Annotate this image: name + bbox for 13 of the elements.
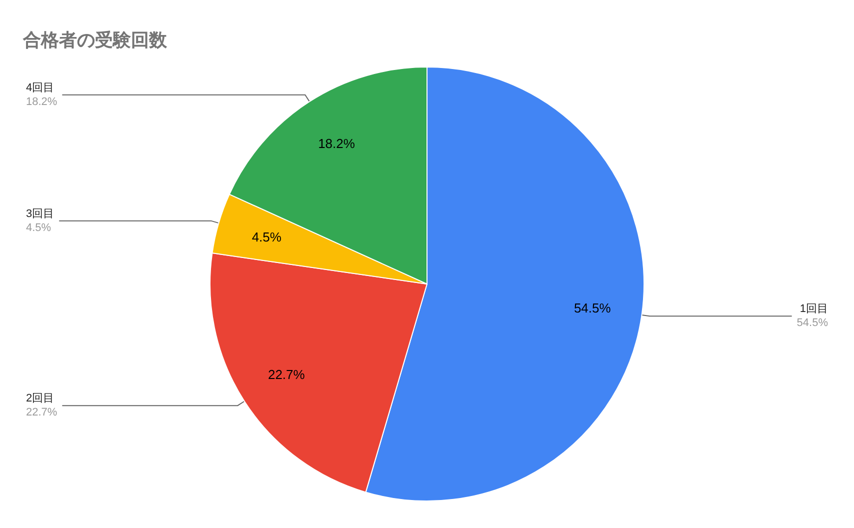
slice-label: 1回目: [800, 303, 828, 316]
text: 18.2%: [318, 136, 355, 152]
slice-label: 4回目: [26, 82, 54, 94]
data-label: 4.5%: [26, 222, 52, 234]
text: 4.5%: [252, 230, 282, 245]
chart-title: 合格者の受験回数: [22, 30, 168, 50]
text: 22.7%: [268, 366, 305, 382]
slice-label: 2回目: [26, 392, 54, 405]
data-label: 22.7%: [26, 406, 58, 419]
data-label: 18.2%: [26, 96, 58, 108]
data-label: 54.5%: [796, 317, 828, 330]
text: 54.5%: [574, 300, 611, 316]
slice-label: 3回目: [26, 208, 54, 220]
